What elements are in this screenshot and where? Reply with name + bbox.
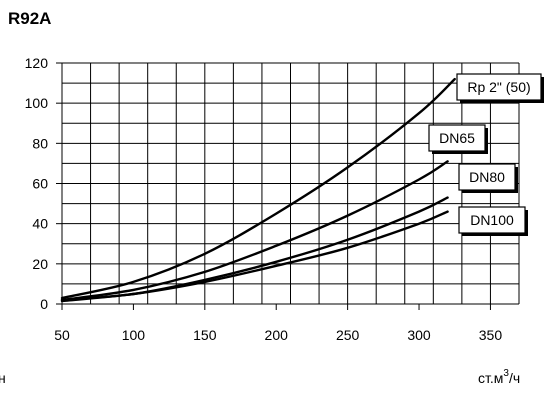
y-tick-label: 40 bbox=[32, 216, 48, 232]
x-axis-label-base: ст.м bbox=[478, 370, 503, 386]
y-tick-label: 80 bbox=[32, 135, 48, 151]
x-tick-label: 300 bbox=[407, 327, 431, 343]
callout-box bbox=[456, 73, 542, 101]
y-axis-label: н bbox=[0, 370, 6, 386]
series-line-rp-2-50 bbox=[60, 77, 456, 300]
callout-box bbox=[458, 206, 526, 234]
series-name: DN80 bbox=[469, 169, 505, 185]
y-tick-label: 120 bbox=[25, 55, 49, 71]
chart-title: R92A bbox=[8, 9, 51, 28]
x-tick-label: 250 bbox=[336, 327, 360, 343]
series-label-dn100: DN100 bbox=[458, 206, 528, 236]
x-axis-label-sup: 3 bbox=[503, 368, 509, 379]
y-tick-label: 20 bbox=[32, 256, 48, 272]
series-label-rp-2-50: Rp 2" (50) bbox=[456, 73, 544, 103]
series-label-dn65: DN65 bbox=[428, 124, 488, 154]
x-tick-label: 200 bbox=[265, 327, 289, 343]
y-tick-labels: 0 20 40 60 80 100 120 bbox=[25, 55, 62, 312]
series-callouts: Rp 2" (50) DN65 DN80 DN100 bbox=[428, 73, 544, 236]
series-label-dn80: DN80 bbox=[458, 163, 518, 193]
series-line-dn65 bbox=[60, 160, 449, 302]
x-tick-label: 50 bbox=[54, 327, 70, 343]
series-name: DN65 bbox=[439, 130, 475, 146]
grid bbox=[61, 62, 520, 305]
series-line-dn100 bbox=[60, 210, 449, 303]
x-tick-label: 100 bbox=[122, 327, 146, 343]
callout-box bbox=[428, 124, 486, 152]
x-tick-label: 150 bbox=[193, 327, 217, 343]
y-tick-label: 100 bbox=[25, 95, 49, 111]
x-axis-label-tail: /ч bbox=[509, 370, 520, 386]
y-tick-label: 60 bbox=[32, 176, 48, 192]
series-lines bbox=[60, 77, 456, 303]
x-tick-labels: 50 100 150 200 250 300 350 bbox=[54, 304, 502, 343]
series-name: DN100 bbox=[470, 212, 514, 228]
x-axis-label: ст.м3/ч bbox=[478, 368, 520, 386]
y-tick-label: 0 bbox=[40, 296, 48, 312]
x-tick-label: 350 bbox=[479, 327, 503, 343]
callout-box bbox=[458, 163, 516, 191]
series-name: Rp 2" (50) bbox=[467, 79, 530, 95]
